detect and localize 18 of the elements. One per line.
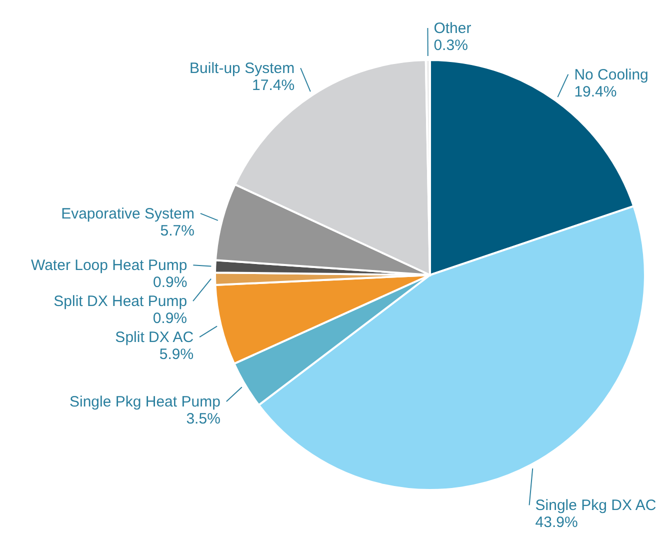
- data-label: 43.9%: [535, 514, 578, 532]
- data-label: 0.3%: [434, 37, 468, 54]
- data-label: 0.9%: [152, 310, 188, 328]
- slice-label: Split DX Heat Pump: [54, 293, 188, 310]
- data-label: 5.7%: [160, 222, 194, 240]
- slice-label: Split DX AC: [115, 329, 194, 346]
- slice-label: Single Pkg Heat Pump: [70, 393, 220, 410]
- slice-label: Single Pkg DX AC: [535, 497, 656, 514]
- slice-label: Built-up System: [190, 60, 295, 78]
- data-label: 0.9%: [152, 274, 188, 292]
- slice-label: Water Loop Heat Pump: [30, 257, 188, 274]
- data-label: 17.4%: [252, 77, 295, 94]
- data-label: 19.4%: [574, 83, 617, 100]
- slice-label: Other: [434, 20, 472, 38]
- slice-label: Evaporative System: [61, 205, 194, 222]
- data-label: 3.5%: [186, 410, 220, 428]
- data-label: 5.9%: [159, 346, 194, 364]
- slice-label: No Cooling: [574, 66, 648, 84]
